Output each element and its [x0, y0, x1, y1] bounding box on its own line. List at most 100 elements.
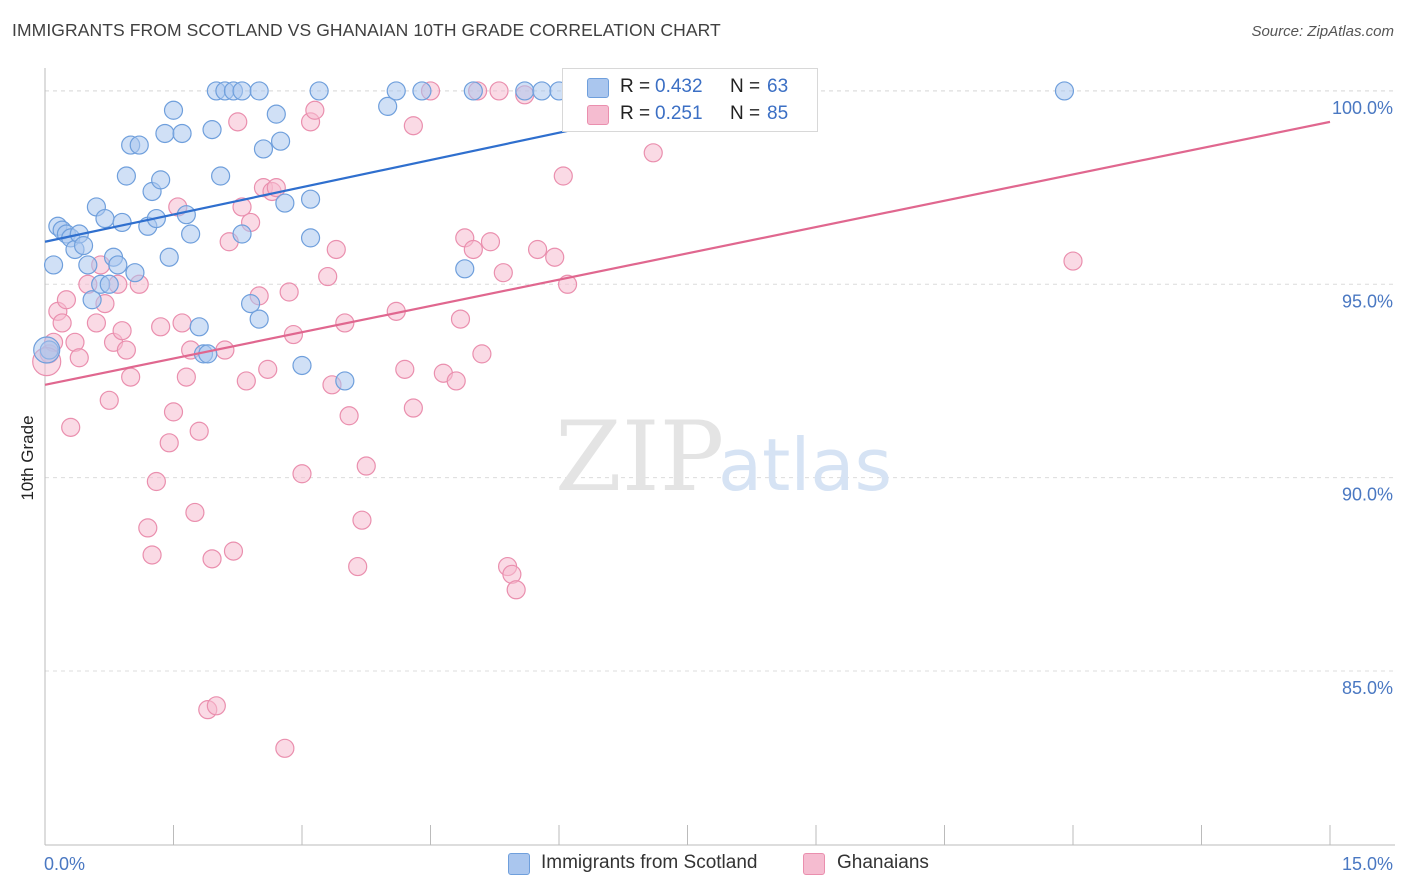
data-point-scotland	[95, 208, 115, 229]
data-point-scotland	[202, 120, 222, 140]
data-point-scotland	[275, 193, 295, 213]
data-point-scotland	[159, 247, 179, 267]
data-point-ghanaians	[403, 398, 423, 418]
data-point-scotland	[116, 166, 136, 186]
watermark: ZIP atlas	[555, 401, 892, 513]
data-point-scotland	[155, 123, 175, 144]
r-value: 0.432	[655, 76, 703, 97]
data-point-scotland	[300, 189, 321, 209]
legend-swatch-ghanaians	[803, 853, 825, 875]
data-point-scotland	[386, 81, 406, 101]
data-point-scotland	[249, 81, 269, 101]
data-point-ghanaians	[339, 406, 359, 426]
data-point-ghanaians	[553, 166, 573, 186]
data-point-scotland	[189, 317, 209, 337]
data-point-ghanaians	[395, 359, 415, 379]
data-point-scotland	[99, 274, 119, 294]
data-point-ghanaians	[1063, 251, 1083, 271]
data-point-scotland	[129, 135, 149, 155]
stats-row-ghanaians: R = 0.251 N = 85	[563, 101, 817, 129]
data-point-ghanaians	[163, 402, 184, 422]
data-point-scotland	[211, 166, 231, 186]
data-point-ghanaians	[480, 232, 501, 252]
data-point-scotland	[181, 224, 201, 244]
swatch-scotland	[587, 78, 609, 98]
data-point-ghanaians	[348, 556, 368, 577]
data-point-scotland	[266, 104, 286, 124]
n-label: N =	[730, 103, 761, 124]
data-point-scotland	[73, 236, 94, 256]
data-point-ghanaians	[61, 417, 81, 437]
data-point-scotland	[125, 263, 145, 283]
data-point-ghanaians	[86, 313, 107, 333]
data-point-ghanaians	[236, 371, 256, 391]
data-point-scotland	[241, 294, 261, 314]
data-point-ghanaians	[56, 290, 77, 310]
data-point-scotland	[532, 81, 552, 101]
data-point-scotland	[515, 81, 535, 101]
n-value: 85	[767, 103, 789, 124]
data-point-ghanaians	[292, 464, 312, 484]
data-point-scotland	[43, 255, 64, 275]
legend-swatch-scotland	[508, 853, 530, 875]
data-point-ghanaians	[446, 371, 466, 391]
data-point-scotland	[78, 255, 98, 275]
data-point-scotland	[1054, 81, 1075, 101]
n-label: N =	[730, 76, 761, 97]
data-point-ghanaians	[472, 344, 492, 364]
x-tick-label-min: 0.0%	[44, 854, 85, 874]
data-point-ghanaians	[279, 282, 299, 302]
y-tick-label: 95.0%	[1342, 291, 1393, 311]
r-label: R =	[620, 103, 651, 124]
data-point-scotland	[300, 228, 321, 248]
y-tick-label: 90.0%	[1342, 485, 1393, 505]
data-point-scotland	[112, 212, 132, 233]
data-point-ghanaians	[275, 738, 295, 758]
data-point-ghanaians	[305, 100, 325, 120]
data-point-ghanaians	[258, 359, 278, 379]
data-point-scotland	[163, 100, 184, 120]
data-point-ghanaians	[352, 510, 372, 530]
data-point-scotland	[378, 96, 398, 117]
data-point-ghanaians	[318, 266, 338, 287]
legend-label-scotland: Immigrants from Scotland	[541, 852, 758, 873]
chart-title: IMMIGRANTS FROM SCOTLAND VS GHANAIAN 10T…	[12, 20, 721, 40]
data-point-ghanaians	[206, 696, 226, 716]
data-point-scotland	[249, 309, 269, 329]
data-point-scotland	[455, 259, 475, 279]
data-point-ghanaians	[506, 580, 526, 600]
data-point-ghanaians	[172, 313, 192, 333]
y-axis-title: 10th Grade	[18, 415, 37, 500]
data-point-ghanaians	[138, 518, 158, 538]
data-point-scotland	[253, 139, 274, 159]
data-point-scotland	[176, 205, 196, 225]
data-point-ghanaians	[223, 541, 244, 561]
data-point-ghanaians	[463, 239, 483, 260]
data-point-ghanaians	[99, 390, 119, 410]
data-point-ghanaians	[527, 239, 548, 260]
data-point-ghanaians	[403, 116, 423, 136]
data-point-scotland	[33, 336, 61, 364]
data-point-ghanaians	[202, 549, 222, 569]
y-tick-label: 85.0%	[1342, 678, 1393, 698]
data-point-scotland	[270, 131, 291, 151]
data-point-scotland	[232, 81, 252, 101]
data-point-ghanaians	[121, 367, 141, 387]
r-value: 0.251	[655, 103, 703, 124]
data-point-ghanaians	[493, 263, 513, 283]
data-point-ghanaians	[228, 112, 248, 132]
watermark-atlas: atlas	[718, 423, 892, 507]
data-point-ghanaians	[142, 545, 162, 565]
data-point-ghanaians	[185, 502, 205, 523]
data-point-scotland	[172, 123, 192, 144]
data-point-ghanaians	[356, 456, 376, 476]
data-point-ghanaians	[112, 321, 132, 341]
data-point-scotland	[412, 81, 432, 101]
data-point-ghanaians	[489, 81, 509, 101]
n-value: 63	[767, 76, 789, 97]
stats-row-scotland: R = 0.432 N = 63	[563, 74, 817, 102]
data-point-ghanaians	[159, 433, 179, 453]
data-point-scotland	[309, 81, 329, 101]
data-point-ghanaians	[116, 340, 136, 360]
x-tick-label-max: 15.0%	[1342, 854, 1393, 874]
